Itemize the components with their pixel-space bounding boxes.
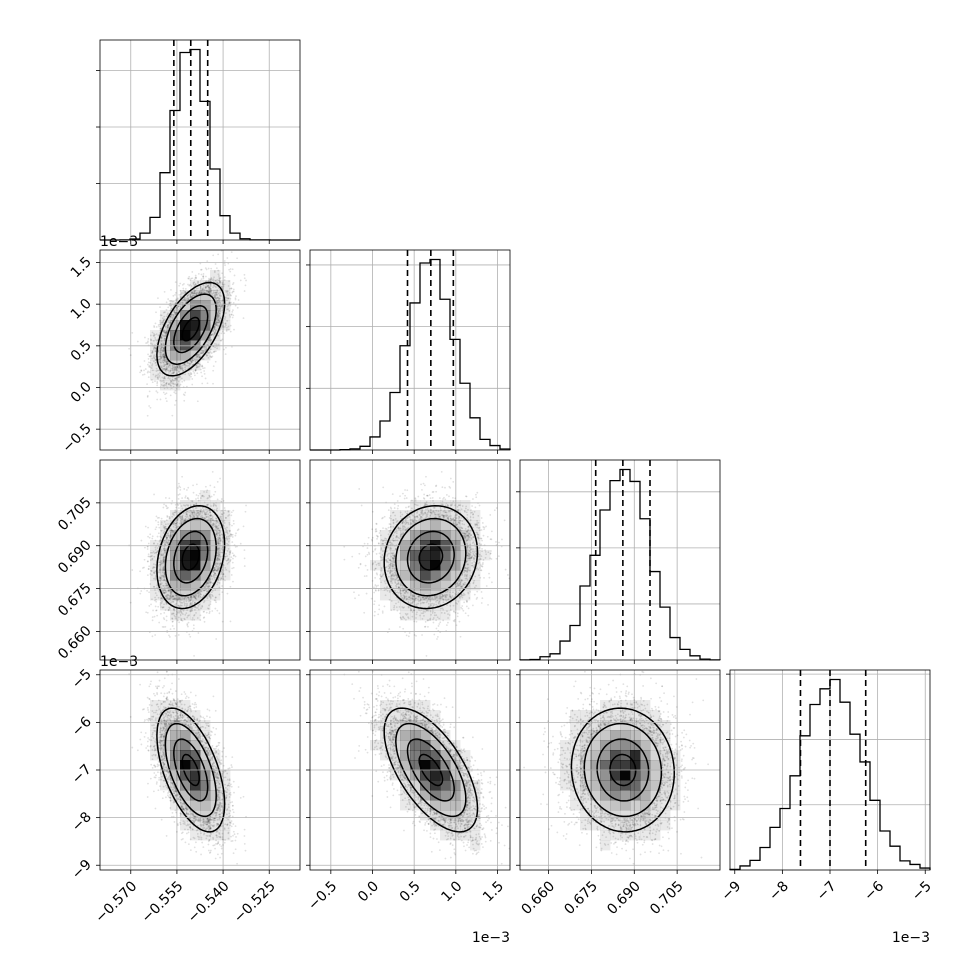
x-tick-label: 0.5 xyxy=(397,878,424,905)
axes-frame xyxy=(309,459,511,661)
histogram-panel-1 xyxy=(306,249,511,454)
y-tick-label: 0.705 xyxy=(55,494,95,534)
contour-line xyxy=(164,517,217,597)
density-panel-1-0: −0.5 0.0 0.5 1.0 1.5 1e−3 xyxy=(59,234,301,456)
contour-line xyxy=(164,722,217,818)
density-cells xyxy=(150,490,231,621)
y-tick-label: 0.690 xyxy=(55,537,95,577)
y-tick-label: −7 xyxy=(69,762,95,788)
x-tick-label: −0.540 xyxy=(185,878,233,926)
contour-line xyxy=(156,281,226,377)
contour-line xyxy=(609,753,637,787)
contour-line xyxy=(395,722,467,818)
contour-line xyxy=(383,504,479,610)
density-panel-3-1: −0.5 0.0 0.5 1.0 1.5 1e−3 xyxy=(305,669,511,946)
contour-line xyxy=(181,543,200,571)
x-tick-label: 1.0 xyxy=(438,878,465,905)
histogram-panel-0 xyxy=(96,39,301,244)
contour-line xyxy=(156,504,226,610)
contour-line xyxy=(583,722,663,818)
contour-line xyxy=(173,530,209,584)
y-tick-label: −8 xyxy=(69,809,95,835)
scatter-points xyxy=(343,470,511,657)
contour-line xyxy=(596,738,650,802)
x-offset-label: 1e−3 xyxy=(472,930,510,946)
y-tick-label: 1.5 xyxy=(68,254,95,281)
axes-frame xyxy=(99,39,301,241)
contour-line xyxy=(383,707,479,833)
x-tick-label: 0.705 xyxy=(647,878,687,918)
density-cells xyxy=(370,500,491,621)
y-tick-label: −0.5 xyxy=(59,421,94,456)
x-tick-label: 0.690 xyxy=(604,878,644,918)
y-tick-label: −6 xyxy=(69,714,95,740)
x-tick-label: −0.5 xyxy=(305,878,340,913)
density-panel-2-1 xyxy=(306,459,511,664)
x-tick-label: −6 xyxy=(861,878,887,904)
axes-frame xyxy=(99,459,301,661)
x-tick-label: −8 xyxy=(766,878,792,904)
histogram-line xyxy=(310,258,511,451)
histogram-line xyxy=(100,48,300,241)
axes-frame xyxy=(519,459,721,661)
y-offset-label: 1e−3 xyxy=(100,654,138,670)
histogram-panel-2 xyxy=(516,459,721,664)
x-tick-label: −9 xyxy=(718,878,744,904)
axes-frame xyxy=(309,249,511,451)
y-tick-label: 0.0 xyxy=(68,379,95,406)
contour-line xyxy=(156,707,226,833)
y-tick-label: 0.5 xyxy=(68,337,95,364)
y-tick-label: 1.0 xyxy=(68,296,95,323)
x-tick-label: 0.0 xyxy=(355,878,382,905)
density-panel-3-2: 0.660 0.675 0.690 0.705 xyxy=(516,669,721,918)
histogram-panel-3: −9 −8 −7 −6 −5 1e−3 xyxy=(718,669,935,946)
x-tick-label: 1.5 xyxy=(480,878,507,905)
histogram-line xyxy=(519,468,721,661)
axes-frame xyxy=(99,249,301,451)
contour-line xyxy=(418,753,444,787)
y-offset-label: 1e−3 xyxy=(100,234,138,250)
contour-line xyxy=(173,738,209,802)
x-tick-label: 0.660 xyxy=(519,878,559,918)
x-tick-label: −0.525 xyxy=(231,878,279,926)
x-tick-label: −5 xyxy=(909,878,935,904)
density-panel-3-0: −0.570−0.555−0.540−0.525 −9 −8 −7 −6 −5 1e−3 xyxy=(69,654,301,926)
x-tick-label: −7 xyxy=(814,878,840,904)
contour-line xyxy=(181,316,200,342)
contour-line xyxy=(406,738,455,802)
x-offset-label: 1e−3 xyxy=(892,930,930,946)
y-tick-label: −5 xyxy=(69,666,95,692)
contour-line xyxy=(181,753,200,787)
contour-line xyxy=(406,530,455,584)
y-tick-label: −9 xyxy=(69,857,95,883)
x-tick-label: −0.570 xyxy=(92,878,140,926)
contour-line xyxy=(164,293,217,365)
contour-line xyxy=(570,707,676,833)
x-tick-label: −0.555 xyxy=(139,878,187,926)
y-tick-label: 0.660 xyxy=(55,623,95,663)
y-tick-label: 0.675 xyxy=(55,580,95,620)
x-tick-label: 0.675 xyxy=(561,878,601,918)
contour-line xyxy=(173,305,209,354)
